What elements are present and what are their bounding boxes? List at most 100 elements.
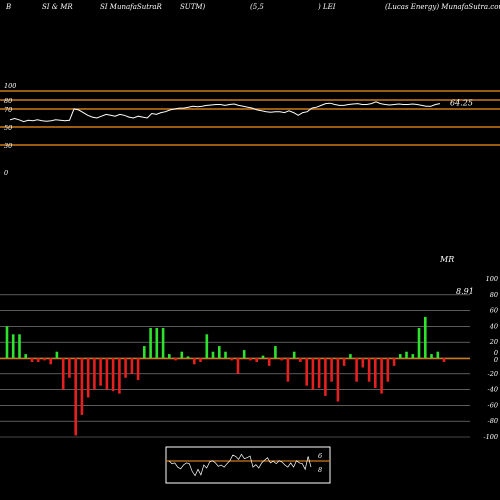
mrsi-bar-39 [249, 358, 252, 361]
mrsi-bar-46 [292, 351, 296, 358]
rsi-tick-label-0: 100 [4, 82, 16, 90]
rsi-tick-label-4: 30 [4, 142, 12, 150]
rsi-tick-label-1: 80 [4, 97, 12, 105]
header-item-3: SUTM) [180, 3, 206, 11]
mrsi-tick-label-8: -40 [488, 386, 498, 394]
mrsi-bar-53 [336, 358, 340, 402]
mrsi-bar-66 [417, 328, 421, 358]
mrsi-bar-5 [36, 358, 40, 362]
mrsi-tick-label-1: 80 [490, 291, 498, 299]
mrsi-bar-58 [367, 358, 371, 382]
mini-tick-label-1: 8 [318, 466, 322, 474]
mrsi-tick-label-11: -100 [483, 433, 498, 441]
mrsi-bar-15 [99, 358, 102, 386]
mrsi-bar-20 [130, 358, 134, 374]
mrsi-tick-label-4: 20 [489, 338, 498, 346]
mrsi-bar-52 [330, 358, 333, 382]
mrsi-bar-35 [224, 351, 227, 358]
mrsi-bar-37 [236, 358, 240, 374]
mrsi-bar-61 [386, 358, 390, 382]
mrsi-bar-54 [342, 358, 346, 366]
mrsi-bar-32 [205, 334, 209, 358]
mrsi-bar-24 [155, 328, 159, 358]
mrsi-bar-13 [86, 358, 90, 398]
mrsi-bar-33 [211, 351, 215, 358]
mrsi-bar-1 [11, 334, 15, 358]
mrsi-bar-68 [430, 354, 433, 359]
rsi-tick-label-3: 50 [4, 124, 12, 132]
mrsi-bar-2 [18, 334, 21, 358]
mrsi-last-value-label: 8.91 [456, 287, 474, 296]
mrsi-bar-49 [311, 358, 315, 390]
mrsi-bar-48 [305, 358, 308, 386]
mini-tick-label-0: 6 [318, 452, 322, 460]
mini-frame [165, 446, 331, 484]
mrsi-tick-label-5: 0 [494, 349, 498, 357]
header-item-2: SI MunafaSutraR [100, 3, 163, 11]
mrsi-bar-6 [43, 358, 46, 361]
mrsi-bar-14 [93, 358, 96, 390]
header-item-0: B [5, 3, 11, 11]
mrsi-bar-16 [105, 358, 109, 390]
mrsi-label: MR [439, 255, 454, 264]
mrsi-bar-26 [168, 354, 171, 359]
mrsi-bar-21 [136, 358, 140, 381]
mrsi-bar-43 [274, 346, 277, 358]
mrsi-bar-4 [30, 358, 34, 362]
mrsi-bar-55 [349, 354, 352, 359]
mrsi-bar-40 [255, 358, 258, 362]
mrsi-tick-label-3: 40 [489, 322, 498, 330]
mrsi-bar-56 [355, 358, 358, 382]
mrsi-bar-59 [374, 358, 377, 388]
mrsi-bar-36 [230, 358, 233, 361]
mrsi-bar-17 [111, 358, 115, 392]
header-item-1: SI & MR [42, 3, 73, 11]
mrsi-bar-44 [280, 358, 283, 361]
mrsi-bar-27 [174, 358, 177, 361]
mrsi-bar-63 [399, 354, 402, 359]
mrsi-bar-18 [118, 358, 121, 394]
mrsi-bar-41 [261, 355, 265, 358]
mrsi-tick-label-6: 0 [494, 356, 498, 364]
mrsi-bar-23 [149, 328, 152, 358]
mrsi-bar-57 [361, 358, 365, 368]
mrsi-bar-50 [317, 358, 321, 388]
mrsi-bar-31 [199, 358, 202, 362]
header-item-5: ) LEI [317, 3, 336, 11]
mrsi-tick-label-0: 100 [486, 275, 498, 283]
header-item-4: (5,5 [250, 3, 264, 11]
mrsi-bar-64 [405, 351, 408, 358]
mrsi-bar-9 [61, 358, 65, 390]
mrsi-bar-19 [124, 358, 127, 378]
mrsi-bar-38 [242, 350, 246, 358]
mini-panel: 68 [165, 446, 331, 484]
mrsi-bar-28 [180, 351, 184, 358]
mrsi-bar-51 [324, 358, 327, 396]
mrsi-bar-42 [267, 358, 271, 366]
rsi-tick-label-2: 70 [4, 106, 12, 114]
mrsi-bar-12 [80, 358, 84, 415]
mrsi-bar-34 [218, 346, 221, 358]
mrsi-tick-label-9: -60 [488, 401, 498, 409]
mrsi-bar-45 [286, 358, 290, 382]
rsi-last-value-label: 64.25 [450, 99, 473, 108]
mrsi-bar-65 [411, 354, 415, 359]
mrsi-bar-29 [186, 356, 190, 358]
mrsi-bar-3 [24, 354, 27, 359]
mrsi-bar-69 [436, 351, 440, 358]
mrsi-tick-label-7: -20 [488, 370, 498, 378]
mini-line [168, 453, 312, 477]
mrsi-bar-22 [143, 346, 146, 358]
mrsi-tick-label-10: -80 [488, 417, 498, 425]
mrsi-bar-60 [380, 358, 383, 394]
mrsi-bar-62 [392, 358, 396, 366]
mrsi-bar-7 [49, 358, 52, 365]
mrsi-bar-10 [68, 358, 71, 378]
mrsi-panel: 100 80 60 40 20 00 -20 -40 -60 -80 -100 MR 8.91 [0, 255, 498, 441]
mrsi-bar-70 [442, 358, 446, 362]
mrsi-bar-0 [5, 326, 9, 358]
mrsi-bar-11 [74, 358, 77, 436]
mrsi-bar-25 [161, 328, 165, 358]
